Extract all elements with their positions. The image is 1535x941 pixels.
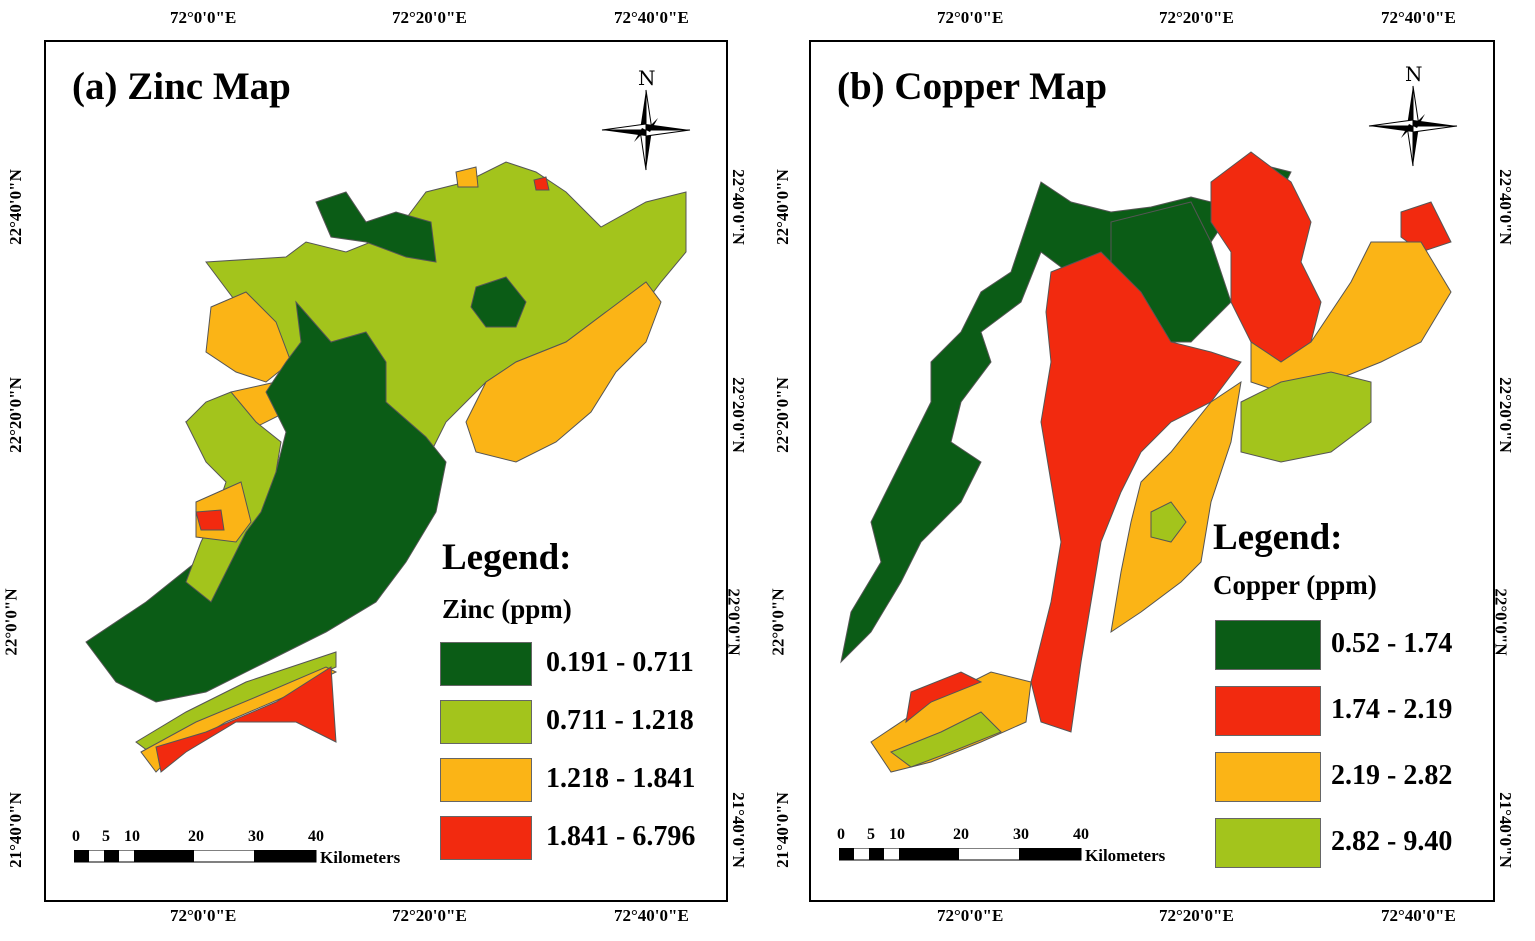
copper-zone-light-green-south xyxy=(889,711,1002,768)
north-letter: N xyxy=(638,66,656,90)
legend-label: 2.82 - 9.40 xyxy=(1331,826,1453,857)
copper-legend-subtitle: Copper (ppm) xyxy=(1213,570,1377,600)
legend-label: 0.52 - 1.74 xyxy=(1331,628,1453,659)
legend-label: 1.841 - 6.796 xyxy=(546,821,696,852)
bottom-coord-3: 72°40'0"E xyxy=(1381,906,1456,925)
left-coord-4: 21°40'0"N xyxy=(5,792,25,868)
scale-tick-label: 0 xyxy=(72,828,80,845)
zinc-scale-bar: 0 5 10 20 30 40 Kilometers xyxy=(72,828,432,868)
copper-zone-red-south xyxy=(905,671,983,724)
zinc-legend-subtitle: Zinc (ppm) xyxy=(442,594,572,624)
scale-unit-label: Kilometers xyxy=(320,848,401,867)
copper-zone-light-green-small xyxy=(1150,501,1187,543)
legend-label: 0.191 - 0.711 xyxy=(546,647,694,678)
legend-swatch xyxy=(1215,818,1321,868)
legend-label: 2.19 - 2.82 xyxy=(1331,760,1453,791)
scale-tick-label: 20 xyxy=(188,828,204,845)
zinc-zone-red-south xyxy=(155,666,337,773)
scale-tick-label: 10 xyxy=(889,826,905,843)
legend-swatch xyxy=(440,642,532,686)
zinc-map-panel: 72°0'0"E 72°20'0"E 72°40'0"E 72°0'0"E 72… xyxy=(0,0,767,941)
legend-swatch xyxy=(440,816,532,860)
top-coord-3: 72°40'0"E xyxy=(614,8,689,27)
zinc-legend-row: 1.218 - 1.841 xyxy=(440,758,726,802)
bottom-coord-3: 72°40'0"E xyxy=(614,906,689,925)
left-coord-1: 22°40'0"N xyxy=(5,169,25,245)
right-coord-4: 21°40'0"N xyxy=(1495,792,1515,868)
copper-legend-row: 2.19 - 2.82 xyxy=(1215,752,1493,802)
right-coord-4: 21°40'0"N xyxy=(728,792,748,868)
zinc-zone-red-small xyxy=(195,509,225,531)
copper-map-frame: (b) Copper Map N Legend: Copper (ppm) 0.… xyxy=(809,40,1495,902)
scale-tick-label: 30 xyxy=(1013,826,1029,843)
legend-label: 1.218 - 1.841 xyxy=(546,763,696,794)
zinc-zone-orange-west xyxy=(205,291,292,383)
scale-tick-label: 40 xyxy=(308,828,324,845)
legend-swatch xyxy=(1215,752,1321,802)
top-coord-1: 72°0'0"E xyxy=(937,8,1004,27)
bottom-coord-2: 72°20'0"E xyxy=(1159,906,1234,925)
scale-tick-label: 10 xyxy=(124,828,140,845)
north-arrow-icon: N xyxy=(1365,62,1461,174)
copper-scale-bar: 0 5 10 20 30 40 Kilometers xyxy=(837,826,1197,866)
copper-zone-red-central xyxy=(1030,251,1242,733)
copper-zone-red-ne xyxy=(1400,201,1452,253)
copper-map-area xyxy=(840,151,1452,773)
copper-zone-red-north xyxy=(1210,151,1322,363)
zinc-map-title: (a) Zinc Map xyxy=(72,65,291,108)
scale-tick-label: 30 xyxy=(248,828,264,845)
copper-map-title: (b) Copper Map xyxy=(837,65,1108,108)
scale-tick-label: 5 xyxy=(102,828,110,845)
zinc-zone-dark-green-blob xyxy=(470,276,527,328)
zinc-map-frame: (a) Zinc Map N Legend: Zinc (ppm) 0.191 … xyxy=(44,40,728,902)
legend-swatch xyxy=(440,700,532,744)
legend-label: 0.711 - 1.218 xyxy=(546,705,694,736)
legend-swatch xyxy=(1215,686,1321,736)
zinc-zone-red-ne xyxy=(533,176,550,191)
scale-tick-label: 5 xyxy=(867,826,875,843)
copper-legend-row: 1.74 - 2.19 xyxy=(1215,686,1493,736)
zinc-legend-row: 0.191 - 0.711 xyxy=(440,642,726,686)
zinc-legend-row: 1.841 - 6.796 xyxy=(440,816,726,860)
zinc-zone-orange-east xyxy=(465,281,662,463)
right-coord-2: 22°20'0"N xyxy=(1495,377,1515,453)
left-coord-3: 22°0'0"N xyxy=(1,588,21,656)
legend-swatch xyxy=(1215,620,1321,670)
bottom-coord-1: 72°0'0"E xyxy=(937,906,1004,925)
copper-legend-title: Legend: xyxy=(1213,517,1343,558)
zinc-zone-orange-ne xyxy=(455,166,479,188)
left-coord-1: 22°40'0"N xyxy=(772,169,792,245)
legend-swatch xyxy=(440,758,532,802)
scale-tick-label: 20 xyxy=(953,826,969,843)
legend-label: 1.74 - 2.19 xyxy=(1331,694,1453,725)
scale-tick-label: 0 xyxy=(837,826,845,843)
right-coord-2: 22°20'0"N xyxy=(728,377,748,453)
copper-zone-light-green-east xyxy=(1240,371,1372,463)
left-coord-4: 21°40'0"N xyxy=(772,792,792,868)
right-coord-1: 22°40'0"N xyxy=(1495,169,1515,245)
scale-unit-label: Kilometers xyxy=(1085,846,1166,865)
bottom-coord-1: 72°0'0"E xyxy=(170,906,237,925)
left-coord-2: 22°20'0"N xyxy=(5,377,25,453)
zinc-legend-title: Legend: xyxy=(442,537,572,578)
zinc-zone-dark-green-north xyxy=(315,191,437,263)
right-coord-1: 22°40'0"N xyxy=(728,169,748,245)
zinc-map-area xyxy=(85,161,687,773)
bottom-coord-2: 72°20'0"E xyxy=(392,906,467,925)
top-coord-2: 72°20'0"E xyxy=(392,8,467,27)
top-coord-2: 72°20'0"E xyxy=(1159,8,1234,27)
north-arrow-icon: N xyxy=(598,66,694,178)
copper-legend-row: 2.82 - 9.40 xyxy=(1215,818,1493,868)
copper-legend-row: 0.52 - 1.74 xyxy=(1215,620,1493,670)
left-coord-3: 22°0'0"N xyxy=(768,588,788,656)
top-coord-3: 72°40'0"E xyxy=(1381,8,1456,27)
left-coord-2: 22°20'0"N xyxy=(772,377,792,453)
scale-tick-label: 40 xyxy=(1073,826,1089,843)
copper-zone-orange-central xyxy=(1110,380,1242,634)
north-letter: N xyxy=(1405,62,1423,86)
copper-map-panel: 72°0'0"E 72°20'0"E 72°40'0"E 72°0'0"E 72… xyxy=(767,0,1535,941)
zinc-legend-row: 0.711 - 1.218 xyxy=(440,700,726,744)
top-coord-1: 72°0'0"E xyxy=(170,8,237,27)
